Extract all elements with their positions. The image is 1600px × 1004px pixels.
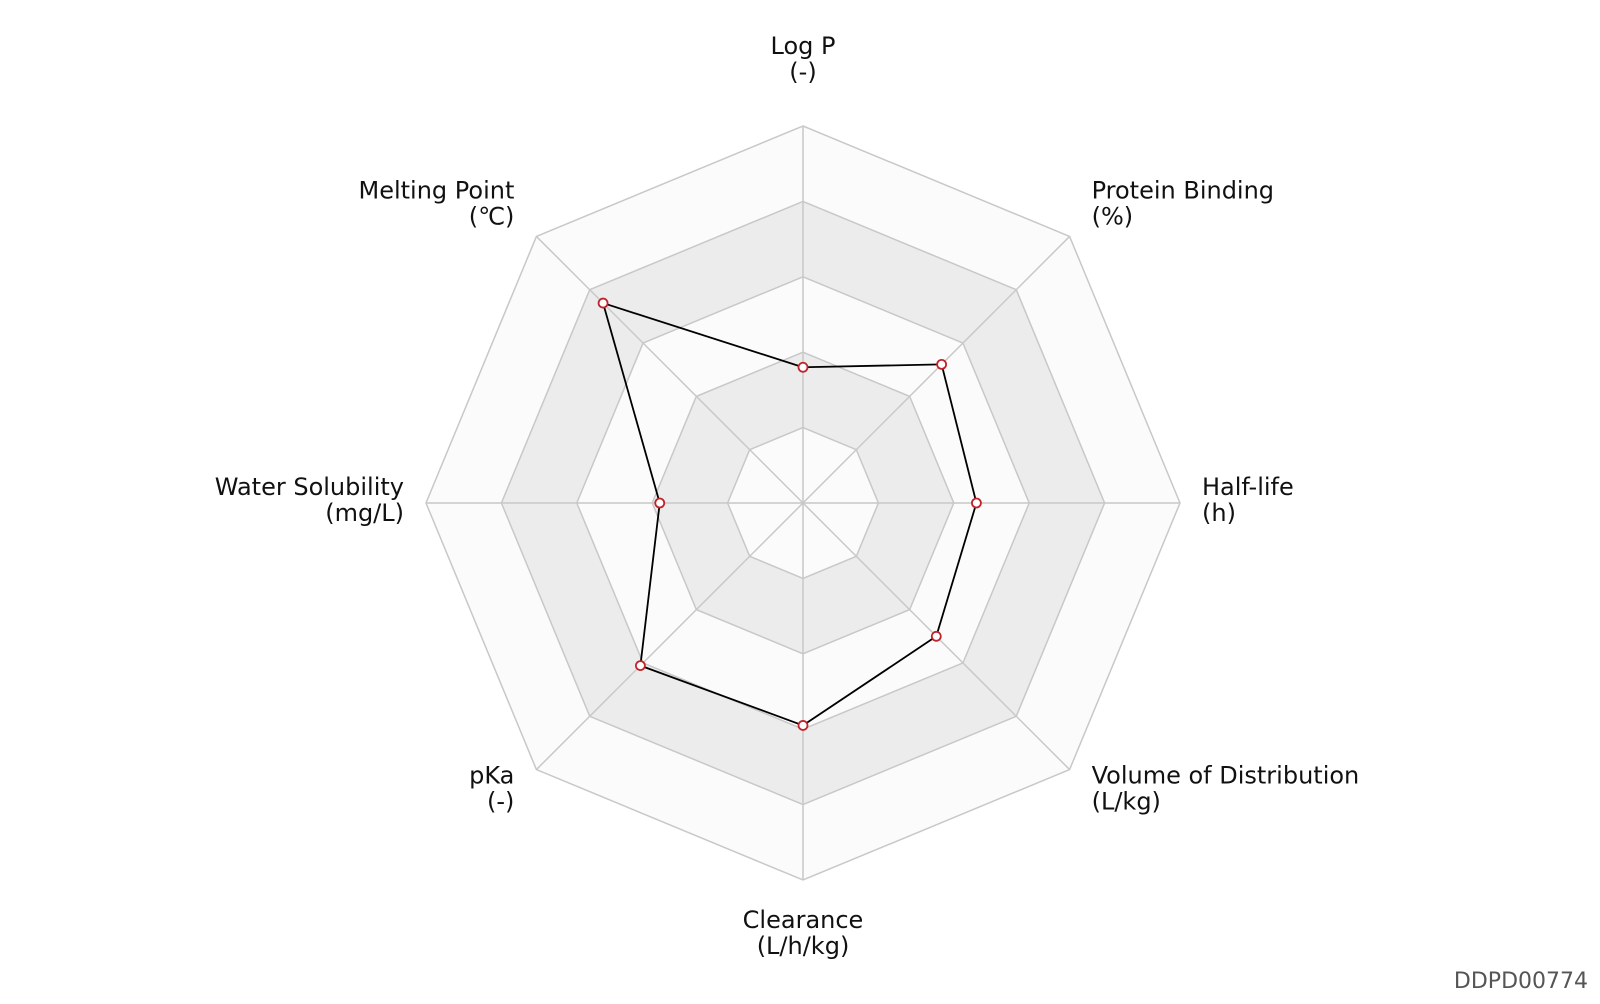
data-point-6 <box>654 497 666 509</box>
data-point-5 <box>634 660 646 672</box>
axis-unit-5: (-) <box>487 788 514 816</box>
figure-id: DDPD00774 <box>1453 969 1588 994</box>
data-point-3 <box>930 630 942 642</box>
axis-label-1: Protein Binding <box>1092 176 1274 204</box>
axis-unit-4: (L/h/kg) <box>757 932 850 960</box>
axis-label-6: Water Solubility <box>215 473 404 501</box>
axis-labels: Log P(-)Protein Binding(%)Half-life(h)Vo… <box>215 32 1360 960</box>
axis-unit-0: (-) <box>789 58 816 86</box>
data-point-4 <box>797 720 809 731</box>
axis-unit-7: (℃) <box>469 202 515 230</box>
axis-label-5: pKa <box>469 762 514 790</box>
axis-label-3: Volume of Distribution <box>1092 762 1360 790</box>
data-point-1 <box>936 358 948 370</box>
axis-label-4: Clearance <box>743 906 864 934</box>
axis-unit-3: (L/kg) <box>1092 788 1161 816</box>
axis-spokes <box>426 126 1180 880</box>
series-group <box>597 297 982 731</box>
data-point-0 <box>797 361 809 373</box>
axis-label-0: Log P <box>771 32 836 60</box>
axis-unit-1: (%) <box>1092 202 1134 230</box>
axis-unit-2: (h) <box>1202 499 1236 527</box>
axis-label-7: Melting Point <box>359 176 515 204</box>
axis-unit-6: (mg/L) <box>325 499 404 527</box>
data-point-7 <box>597 297 609 309</box>
data-point-2 <box>971 497 982 509</box>
axis-label-2: Half-life <box>1202 473 1294 501</box>
axis-spoke-7 <box>535 235 804 504</box>
axis-spoke-5 <box>535 502 804 771</box>
axis-spoke-1 <box>802 235 1071 504</box>
